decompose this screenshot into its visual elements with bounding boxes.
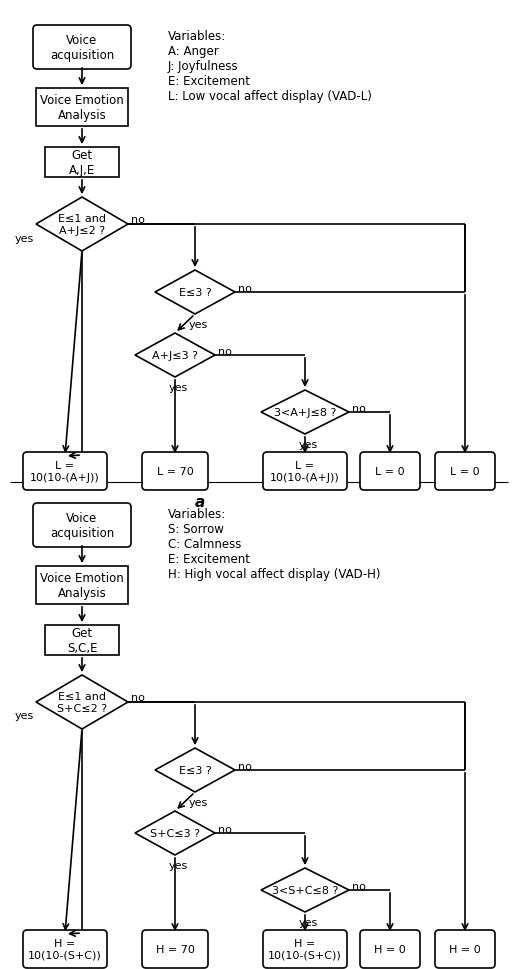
FancyBboxPatch shape (435, 930, 495, 968)
FancyBboxPatch shape (33, 504, 131, 547)
Text: no: no (218, 347, 232, 357)
Text: L = 0: L = 0 (450, 466, 480, 477)
Text: yes: yes (168, 860, 188, 870)
FancyBboxPatch shape (360, 930, 420, 968)
Text: Voice
acquisition: Voice acquisition (50, 512, 114, 540)
Polygon shape (135, 811, 215, 855)
FancyBboxPatch shape (23, 453, 107, 490)
Polygon shape (155, 748, 235, 793)
Text: no: no (352, 881, 366, 891)
Text: yes: yes (298, 917, 318, 927)
Polygon shape (155, 270, 235, 315)
Text: yes: yes (298, 440, 318, 450)
Text: Get
S,C,E: Get S,C,E (67, 626, 97, 654)
Text: yes: yes (189, 320, 208, 329)
Bar (36, 567, 128, 605)
Text: L = 70: L = 70 (156, 466, 193, 477)
Text: E≤1 and
A+J≤2 ?: E≤1 and A+J≤2 ? (58, 214, 106, 235)
Text: H = 0: H = 0 (374, 944, 406, 954)
Bar (45, 148, 119, 178)
Bar (45, 625, 119, 655)
FancyBboxPatch shape (360, 453, 420, 490)
Bar (36, 89, 128, 127)
Text: A+J≤3 ?: A+J≤3 ? (152, 351, 198, 360)
Text: L =
10(10-(A+J)): L = 10(10-(A+J)) (30, 460, 100, 483)
Text: L =
10(10-(A+J)): L = 10(10-(A+J)) (270, 460, 340, 483)
Text: yes: yes (15, 711, 34, 721)
Text: no: no (238, 762, 252, 771)
Text: yes: yes (168, 383, 188, 392)
Text: H = 0: H = 0 (449, 944, 481, 954)
Text: H =
10(10-(S+C)): H = 10(10-(S+C)) (268, 938, 342, 960)
Text: no: no (238, 284, 252, 294)
FancyBboxPatch shape (33, 26, 131, 70)
Text: S+C≤3 ?: S+C≤3 ? (150, 828, 200, 838)
Text: yes: yes (189, 797, 208, 807)
Polygon shape (36, 198, 128, 252)
FancyBboxPatch shape (263, 453, 347, 490)
Text: no: no (352, 403, 366, 414)
Text: 3<A+J≤8 ?: 3<A+J≤8 ? (274, 408, 336, 418)
Text: no: no (218, 825, 232, 834)
Text: Voice Emotion
Analysis: Voice Emotion Analysis (40, 572, 124, 600)
Text: no: no (131, 692, 145, 703)
FancyBboxPatch shape (435, 453, 495, 490)
Polygon shape (36, 675, 128, 730)
Text: Variables:
A: Anger
J: Joyfulness
E: Excitement
L: Low vocal affect display (VAD: Variables: A: Anger J: Joyfulness E: Exc… (168, 30, 372, 103)
Text: E≤1 and
S+C≤2 ?: E≤1 and S+C≤2 ? (57, 692, 107, 713)
Text: E≤3 ?: E≤3 ? (179, 766, 211, 775)
Text: Voice
acquisition: Voice acquisition (50, 34, 114, 62)
Text: L = 0: L = 0 (375, 466, 405, 477)
FancyBboxPatch shape (142, 453, 208, 490)
Text: yes: yes (15, 234, 34, 243)
Polygon shape (261, 868, 349, 912)
Text: no: no (131, 215, 145, 225)
FancyBboxPatch shape (263, 930, 347, 968)
Text: Get
A,J,E: Get A,J,E (69, 149, 95, 176)
Text: H = 70: H = 70 (155, 944, 194, 954)
Text: H =
10(10-(S+C)): H = 10(10-(S+C)) (28, 938, 102, 960)
FancyBboxPatch shape (23, 930, 107, 968)
FancyBboxPatch shape (142, 930, 208, 968)
Text: Variables:
S: Sorrow
C: Calmness
E: Excitement
H: High vocal affect display (VAD: Variables: S: Sorrow C: Calmness E: Exci… (168, 508, 381, 580)
Text: a: a (195, 494, 205, 510)
Text: 3<S+C≤8 ?: 3<S+C≤8 ? (272, 885, 338, 895)
Polygon shape (261, 391, 349, 434)
Polygon shape (135, 333, 215, 378)
Text: E≤3 ?: E≤3 ? (179, 288, 211, 297)
Text: Voice Emotion
Analysis: Voice Emotion Analysis (40, 94, 124, 122)
